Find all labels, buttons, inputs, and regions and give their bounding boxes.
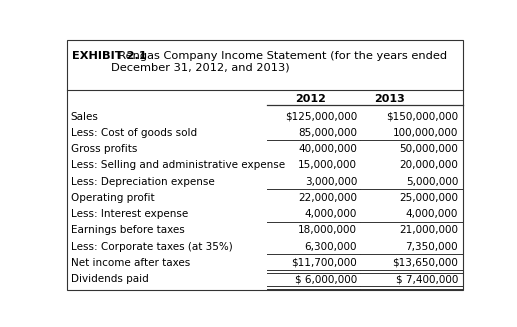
Text: 50,000,000: 50,000,000 [399,144,458,154]
Text: Dividends paid: Dividends paid [71,274,148,284]
Text: 15,000,000: 15,000,000 [298,160,357,170]
FancyBboxPatch shape [67,41,463,290]
Text: 2013: 2013 [374,94,404,104]
Text: Less: Depreciation expense: Less: Depreciation expense [71,177,215,187]
Text: $ 6,000,000: $ 6,000,000 [295,274,357,284]
Text: 6,300,000: 6,300,000 [305,242,357,251]
Text: 20,000,000: 20,000,000 [399,160,458,170]
Text: Less: Selling and administrative expense: Less: Selling and administrative expense [71,160,285,170]
Text: 4,000,000: 4,000,000 [406,209,458,219]
Text: Earnings before taxes: Earnings before taxes [71,225,185,235]
Text: Less: Interest expense: Less: Interest expense [71,209,188,219]
Text: Sales: Sales [71,112,99,122]
Text: $125,000,000: $125,000,000 [285,112,357,122]
Text: Operating profit: Operating profit [71,193,154,203]
Text: $13,650,000: $13,650,000 [392,258,458,268]
Text: Net income after taxes: Net income after taxes [71,258,190,268]
Text: 100,000,000: 100,000,000 [393,128,458,138]
Text: 40,000,000: 40,000,000 [298,144,357,154]
Text: Less: Corporate taxes (at 35%): Less: Corporate taxes (at 35%) [71,242,232,251]
Text: 4,000,000: 4,000,000 [305,209,357,219]
Text: 21,000,000: 21,000,000 [399,225,458,235]
Text: $ 7,400,000: $ 7,400,000 [396,274,458,284]
Text: EXHIBIT 2.1: EXHIBIT 2.1 [72,51,147,60]
Text: Rengas Company Income Statement (for the years ended
December 31, 2012, and 2013: Rengas Company Income Statement (for the… [111,51,447,72]
Text: 25,000,000: 25,000,000 [399,193,458,203]
Text: 22,000,000: 22,000,000 [298,193,357,203]
Text: 2012: 2012 [296,94,326,104]
Text: 5,000,000: 5,000,000 [406,177,458,187]
Text: Gross profits: Gross profits [71,144,137,154]
Text: $11,700,000: $11,700,000 [292,258,357,268]
Text: 3,000,000: 3,000,000 [305,177,357,187]
Text: $150,000,000: $150,000,000 [386,112,458,122]
Text: 18,000,000: 18,000,000 [298,225,357,235]
Text: 85,000,000: 85,000,000 [298,128,357,138]
Text: 7,350,000: 7,350,000 [405,242,458,251]
Text: Less: Cost of goods sold: Less: Cost of goods sold [71,128,197,138]
